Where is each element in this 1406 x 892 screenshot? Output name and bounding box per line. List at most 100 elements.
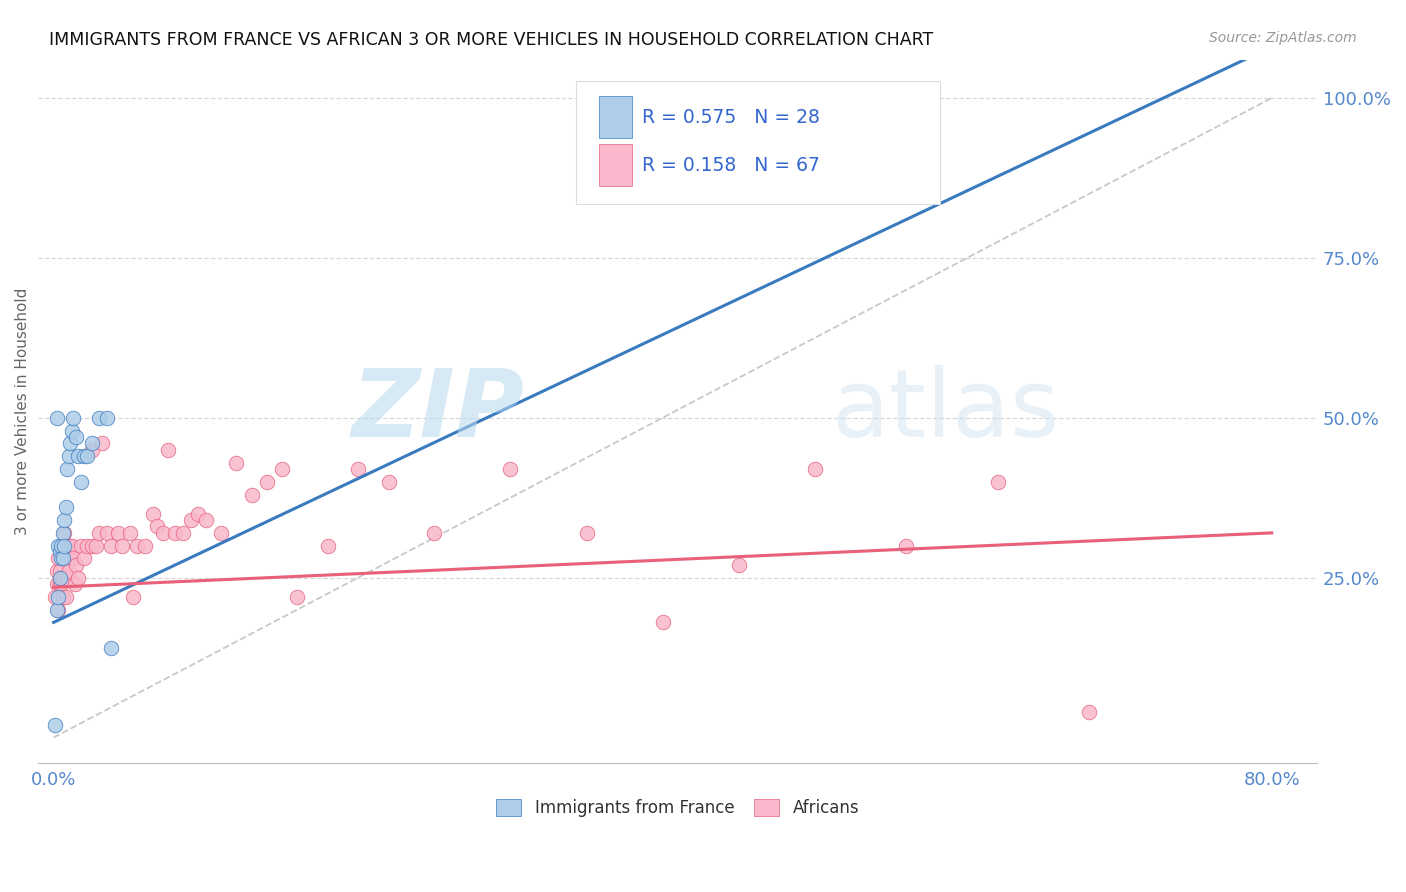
Point: [73, 449, 96, 463]
Point: [76, 449, 98, 463]
Point: [209, 525, 232, 540]
Point: [84, 539, 107, 553]
Point: [423, 525, 446, 540]
Point: [377, 475, 399, 489]
Point: [48, 564, 70, 578]
Point: [70, 539, 93, 553]
Point: [80, 442, 103, 457]
Point: [51, 539, 73, 553]
Point: [141, 507, 163, 521]
Point: [96, 410, 118, 425]
FancyBboxPatch shape: [599, 96, 631, 138]
Text: ZIP: ZIP: [352, 366, 524, 458]
Point: [53, 539, 76, 553]
Point: [58, 564, 80, 578]
Point: [46, 590, 69, 604]
Point: [58, 449, 80, 463]
Point: [60, 424, 83, 438]
Point: [180, 513, 202, 527]
Point: [107, 525, 129, 540]
Point: [70, 475, 93, 489]
Point: [52, 551, 75, 566]
Point: [118, 525, 141, 540]
Point: [121, 590, 143, 604]
Point: [46, 539, 69, 553]
Point: [499, 462, 522, 476]
Point: [194, 513, 217, 527]
Point: [651, 615, 673, 630]
Point: [172, 525, 194, 540]
Point: [316, 539, 339, 553]
Point: [127, 539, 149, 553]
Point: [56, 462, 79, 476]
Point: [53, 513, 76, 527]
Point: [63, 577, 86, 591]
Point: [152, 525, 174, 540]
Text: atlas: atlas: [831, 366, 1060, 458]
Point: [347, 462, 370, 476]
Point: [73, 551, 96, 566]
Point: [55, 500, 77, 515]
Point: [100, 640, 122, 655]
Point: [56, 571, 79, 585]
Point: [1078, 705, 1101, 719]
Point: [51, 551, 73, 566]
Point: [45, 577, 67, 591]
Point: [146, 519, 169, 533]
Point: [52, 571, 75, 585]
Point: [165, 525, 187, 540]
Point: [575, 525, 598, 540]
Text: R = 0.158   N = 67: R = 0.158 N = 67: [643, 155, 820, 175]
Point: [59, 539, 82, 553]
FancyBboxPatch shape: [575, 80, 941, 204]
Point: [271, 462, 294, 476]
Point: [240, 487, 263, 501]
Text: IMMIGRANTS FROM FRANCE VS AFRICAN 3 OR MORE VEHICLES IN HOUSEHOLD CORRELATION CH: IMMIGRANTS FROM FRANCE VS AFRICAN 3 OR M…: [49, 31, 934, 49]
Point: [51, 571, 73, 585]
Point: [51, 577, 73, 591]
Point: [48, 545, 70, 559]
Point: [53, 525, 76, 540]
Point: [91, 436, 114, 450]
Point: [187, 507, 209, 521]
FancyBboxPatch shape: [599, 144, 631, 186]
Point: [66, 571, 89, 585]
Point: [45, 564, 67, 578]
Text: Source: ZipAtlas.com: Source: ZipAtlas.com: [1209, 31, 1357, 45]
Point: [96, 525, 118, 540]
Point: [285, 590, 308, 604]
Point: [48, 571, 70, 585]
Point: [896, 539, 918, 553]
Point: [52, 590, 75, 604]
Point: [45, 410, 67, 425]
Point: [100, 539, 122, 553]
Point: [89, 525, 111, 540]
Point: [45, 602, 67, 616]
Point: [55, 590, 77, 604]
Point: [46, 551, 69, 566]
Point: [65, 430, 87, 444]
Point: [225, 456, 247, 470]
Point: [134, 539, 156, 553]
Point: [156, 442, 179, 457]
Point: [48, 577, 70, 591]
Point: [987, 475, 1010, 489]
Y-axis label: 3 or more Vehicles in Household: 3 or more Vehicles in Household: [15, 288, 30, 535]
Text: R = 0.575   N = 28: R = 0.575 N = 28: [643, 108, 820, 127]
Point: [60, 539, 83, 553]
Point: [53, 539, 76, 553]
Point: [55, 551, 77, 566]
Point: [62, 410, 84, 425]
Point: [111, 539, 134, 553]
Point: [52, 525, 75, 540]
Point: [256, 475, 278, 489]
Point: [727, 558, 749, 572]
Point: [80, 539, 103, 553]
Point: [66, 449, 89, 463]
Point: [46, 602, 69, 616]
Point: [76, 539, 98, 553]
Point: [58, 551, 80, 566]
Point: [44, 718, 66, 732]
Point: [89, 410, 111, 425]
Point: [65, 558, 87, 572]
